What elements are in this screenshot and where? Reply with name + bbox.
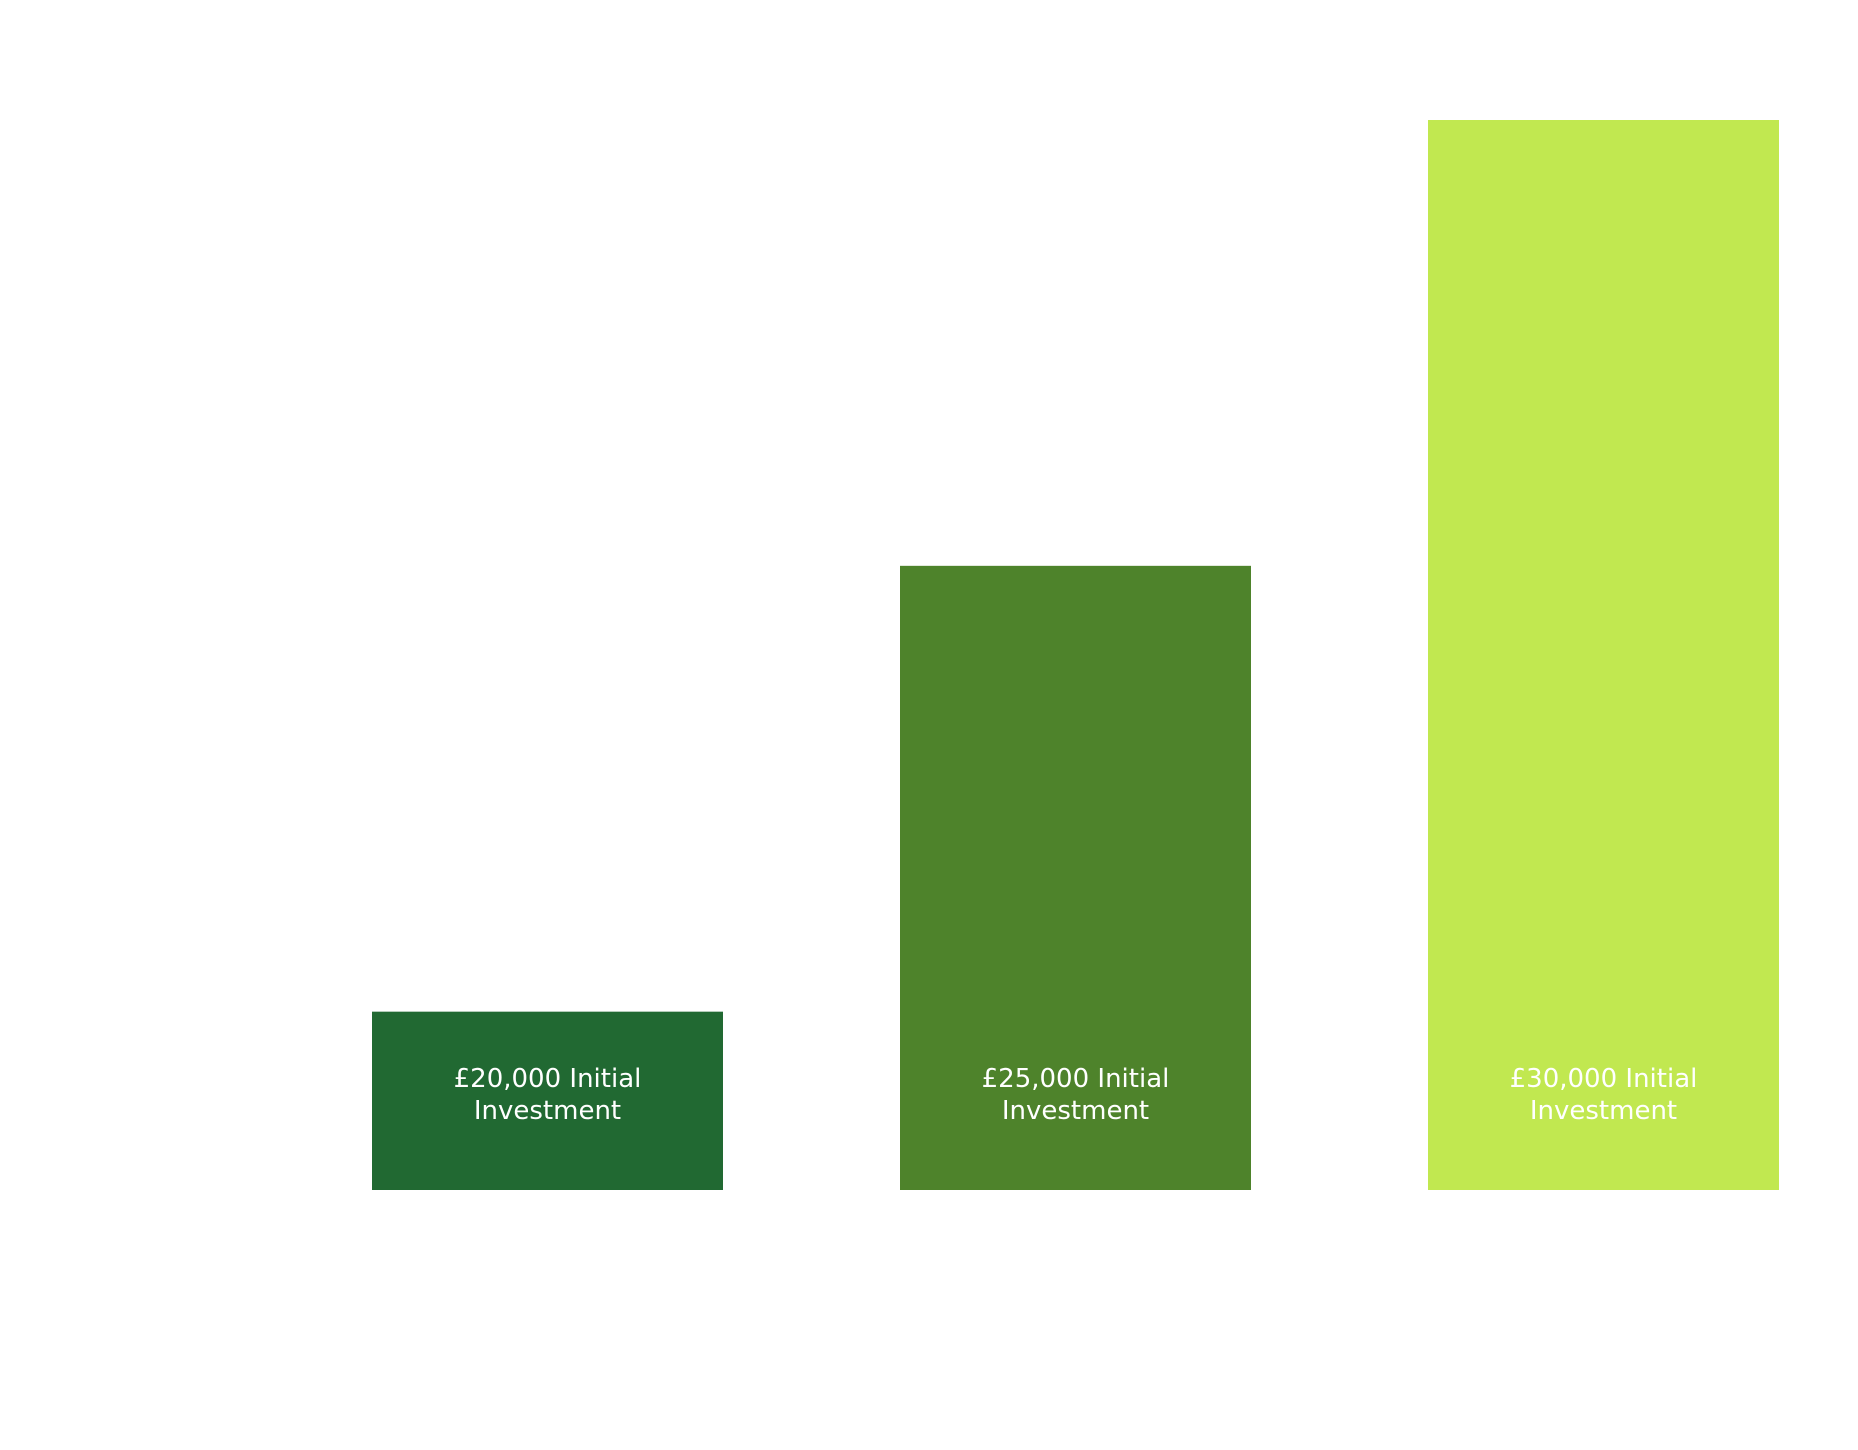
- bar-3: [1428, 120, 1779, 1190]
- bar-label-3: £30,000 Initial Investment: [1510, 1064, 1698, 1126]
- bar-label-1: £20,000 Initial Investment: [454, 1064, 642, 1126]
- bar-label-1-line-2: Investment: [474, 1096, 621, 1126]
- bar-label-2: £25,000 Initial Investment: [982, 1064, 1170, 1126]
- bar-2: [900, 565, 1251, 1190]
- bar-1: [372, 1011, 723, 1190]
- bar-label-2-line-2: Investment: [1002, 1096, 1149, 1126]
- bars-group: [372, 120, 1779, 1190]
- bar-label-3-line-1: £30,000 Initial: [1510, 1064, 1698, 1094]
- bar-label-3-line-2: Investment: [1530, 1096, 1677, 1126]
- bar-label-1-line-1: £20,000 Initial: [454, 1064, 642, 1094]
- bar-labels-group: £20,000 Initial Investment£25,000 Initial…: [454, 1064, 1698, 1126]
- bar-label-2-line-1: £25,000 Initial: [982, 1064, 1170, 1094]
